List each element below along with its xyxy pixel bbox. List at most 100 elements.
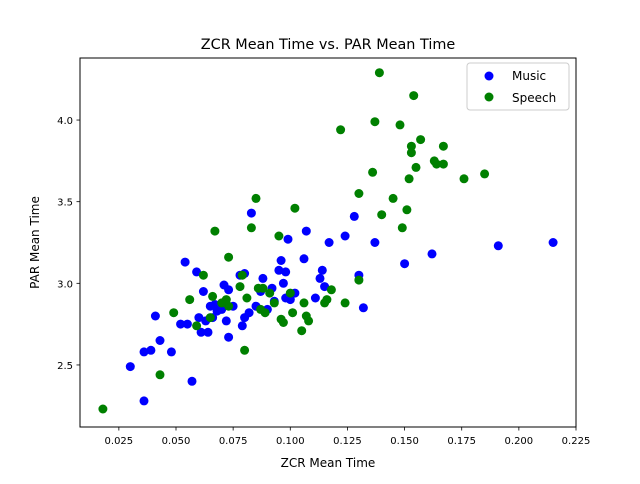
data-point-speech — [404, 174, 414, 184]
data-point-music — [176, 319, 186, 329]
data-point-music — [139, 396, 149, 406]
data-point-music — [182, 319, 192, 329]
data-point-music — [203, 327, 213, 337]
data-point-music — [246, 208, 256, 218]
data-point-music — [146, 345, 156, 355]
data-point-speech — [374, 68, 384, 78]
x-tick-label: 0.100 — [276, 436, 305, 447]
plot-area-frame — [79, 57, 577, 428]
data-point-speech — [377, 210, 387, 220]
data-point-music — [315, 273, 325, 283]
data-point-speech — [205, 313, 215, 323]
data-point-music — [317, 265, 327, 275]
data-point-music — [278, 278, 288, 288]
data-point-speech — [246, 223, 256, 233]
data-point-speech — [240, 345, 250, 355]
data-point-music — [217, 304, 227, 314]
data-point-music — [340, 231, 350, 241]
data-point-speech — [297, 326, 307, 336]
data-point-speech — [304, 316, 314, 326]
y-tick-label: 3.5 — [57, 198, 73, 209]
data-point-speech — [402, 205, 412, 215]
x-tick-label: 0.200 — [505, 436, 534, 447]
data-point-music — [400, 259, 410, 269]
data-point-speech — [185, 295, 195, 305]
data-point-speech — [411, 162, 421, 172]
data-point-music — [139, 347, 149, 357]
data-point-music — [150, 311, 160, 321]
data-point-music — [299, 254, 309, 264]
data-point-music — [285, 295, 295, 305]
data-point-speech — [354, 189, 364, 198]
data-point-music — [224, 285, 234, 295]
legend-marker-music — [484, 71, 494, 81]
data-point-speech — [278, 318, 288, 327]
data-point-music — [192, 267, 202, 277]
data-point-music — [166, 347, 176, 357]
data-point-speech — [432, 159, 442, 169]
legend: Music Speech — [466, 62, 570, 111]
y-axis: 2.5 3.0 3.5 4.0 — [57, 116, 80, 372]
data-point-speech — [395, 120, 405, 130]
data-point-speech — [208, 291, 218, 301]
x-tick-label: 0.225 — [562, 436, 591, 447]
data-point-music — [320, 282, 330, 292]
data-point-music — [258, 273, 268, 283]
data-point-speech — [368, 167, 378, 177]
data-point-music — [283, 234, 293, 244]
data-point-speech — [210, 226, 220, 236]
data-point-speech — [438, 141, 448, 151]
data-point-speech — [155, 370, 165, 380]
data-point-music — [349, 211, 359, 221]
data-point-speech — [258, 283, 268, 293]
data-point-speech — [265, 288, 275, 298]
x-tick-label: 0.125 — [333, 436, 362, 447]
data-point-music — [155, 336, 165, 345]
data-point-music — [196, 327, 206, 337]
data-point-speech — [340, 298, 350, 308]
data-point-speech — [98, 404, 108, 414]
data-point-music — [358, 303, 368, 313]
data-point-speech — [192, 321, 202, 331]
data-point-speech — [224, 301, 234, 311]
points-layer — [98, 68, 558, 414]
legend-marker-speech — [484, 92, 494, 102]
data-point-music — [276, 256, 286, 265]
data-point-speech — [438, 159, 448, 169]
y-tick-label: 4.0 — [57, 116, 73, 127]
x-tick-label: 0.050 — [162, 436, 191, 447]
data-point-speech — [406, 148, 416, 158]
data-point-speech — [235, 282, 245, 292]
data-point-speech — [397, 223, 407, 233]
x-tick-label: 0.025 — [105, 436, 134, 447]
data-point-music — [281, 267, 291, 277]
data-point-speech — [326, 285, 336, 295]
data-point-music — [194, 313, 204, 323]
x-axis: 0.025 0.050 0.075 0.100 0.125 0.150 0.175 0.200… — [105, 427, 591, 447]
data-point-speech — [224, 252, 234, 262]
data-point-speech — [459, 174, 469, 184]
legend-label-speech: Speech — [512, 91, 556, 105]
data-point-speech — [288, 308, 298, 318]
data-point-music — [237, 321, 247, 331]
x-tick-label: 0.075 — [219, 436, 248, 447]
data-point-music — [427, 249, 437, 259]
data-point-music — [224, 332, 234, 342]
data-point-speech — [336, 125, 346, 135]
data-point-music — [301, 226, 311, 236]
x-tick-label: 0.150 — [390, 436, 419, 447]
data-point-music — [548, 238, 558, 247]
data-point-music — [187, 376, 197, 386]
data-point-music — [221, 316, 231, 326]
data-point-music — [244, 308, 254, 318]
data-point-music — [198, 287, 208, 296]
data-point-speech — [169, 308, 179, 318]
data-point-speech — [237, 270, 247, 280]
data-point-speech — [260, 308, 270, 318]
chart-title: ZCR Mean Time vs. PAR Mean Time — [201, 37, 456, 53]
data-point-speech — [290, 203, 300, 213]
data-point-speech — [406, 141, 416, 151]
data-point-speech — [322, 295, 332, 305]
